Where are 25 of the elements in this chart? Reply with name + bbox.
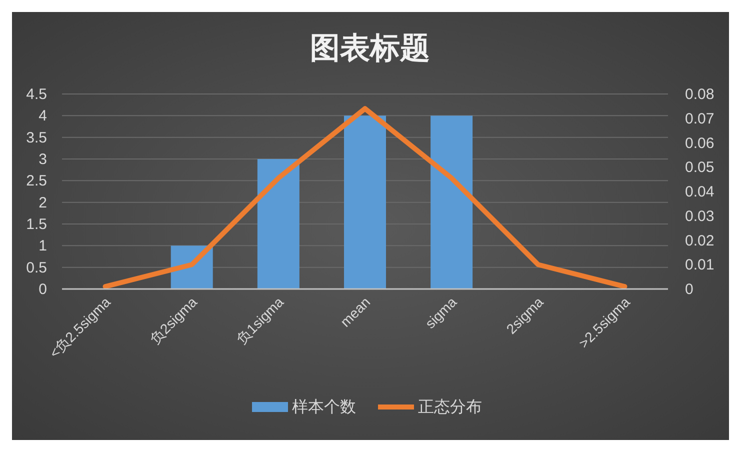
y-tick-label: 1.5 [26, 216, 47, 233]
legend-label: 样本个数 [292, 398, 356, 416]
chart-title: 图表标题 [310, 32, 430, 65]
y-tick-label: 1 [38, 238, 47, 255]
bar [257, 159, 300, 289]
y-tick-label: 4 [38, 108, 47, 125]
y-tick-label: 4.5 [26, 86, 47, 103]
y-tick-label: 3 [38, 151, 47, 168]
y2-tick-label: 0.05 [685, 159, 714, 176]
y-tick-label: 0.5 [26, 259, 47, 276]
y-tick-label: 3.5 [26, 129, 47, 146]
y2-tick-label: 0.01 [685, 256, 714, 274]
y-tick-label: 2.5 [26, 172, 47, 190]
y2-tick-label: 0.04 [685, 184, 714, 200]
legend-label: 正态分布 [418, 398, 482, 416]
y2-tick-label: 0.06 [685, 134, 714, 152]
y2-tick-label: 0 [685, 281, 694, 298]
y2-tick-label: 0.07 [685, 110, 714, 128]
y-tick-label: 0 [38, 281, 47, 298]
y2-tick-label: 0.08 [685, 86, 714, 103]
y-tick-label: 2 [38, 194, 47, 212]
bar [430, 116, 473, 289]
bar [344, 116, 386, 289]
y2-tick-label: 0.03 [685, 208, 714, 225]
y2-tick-label: 0.02 [685, 232, 714, 250]
